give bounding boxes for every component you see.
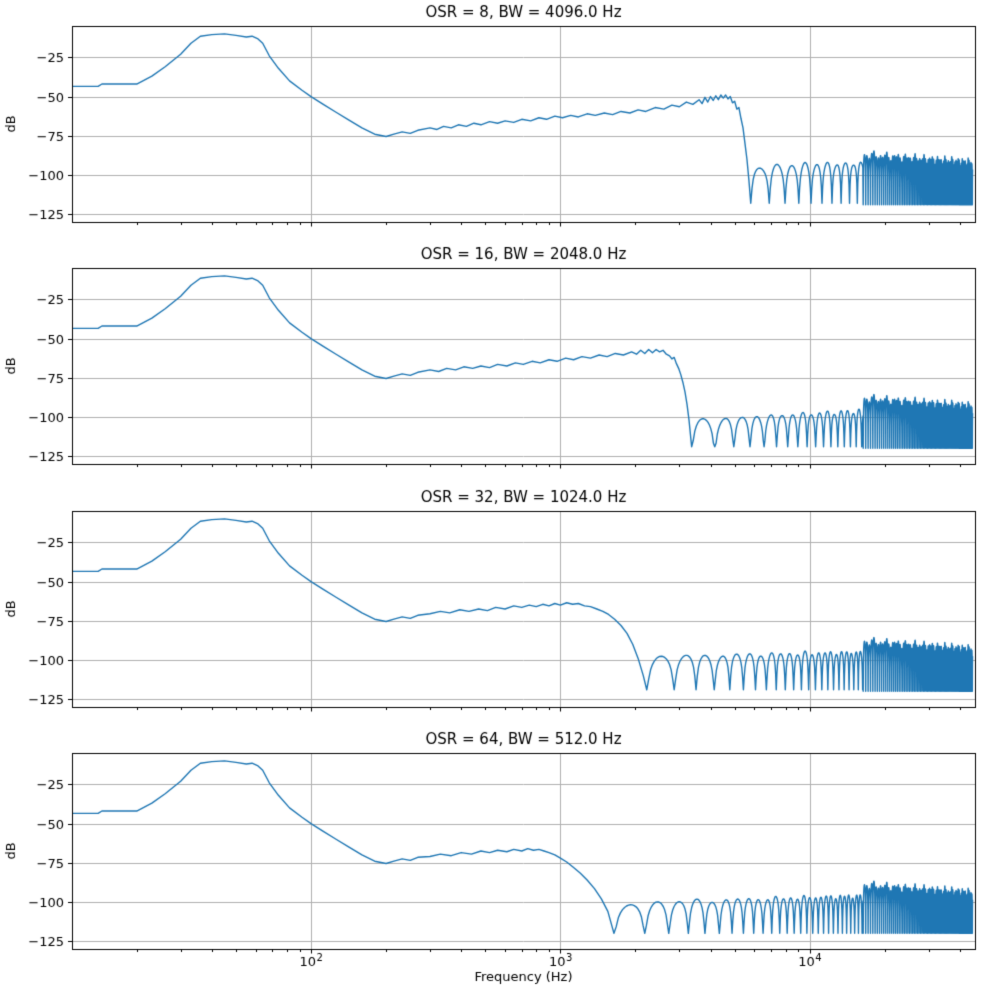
figure (0, 0, 989, 989)
spectrum-subplots-canvas (0, 0, 989, 989)
